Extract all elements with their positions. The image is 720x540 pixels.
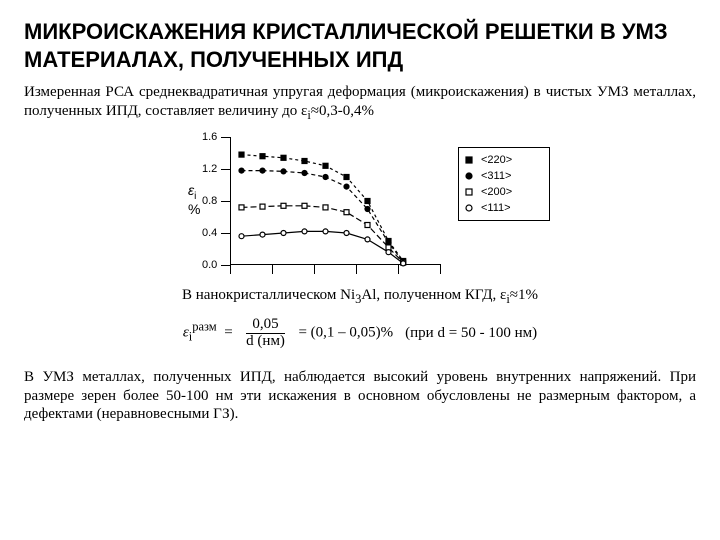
formula-lhs: εiразм = 0,05 d (нм) = (0,1 – 0,05)% (183, 317, 393, 350)
chart-container: εi% <220><311><200><111> 0.00.40.81.21.6 (24, 131, 696, 281)
legend: <220><311><200><111> (458, 147, 550, 221)
page-title: МИКРОИСКАЖЕНИЯ КРИСТАЛЛИЧЕСКОЙ РЕШЕТКИ В… (24, 18, 696, 73)
chart-caption: В нанокристаллическом Ni3Al, полученном … (24, 287, 696, 307)
formula-den: d (нм) (240, 334, 291, 350)
formula-eps-sup: разм (192, 320, 216, 334)
strain-chart: εi% <220><311><200><111> 0.00.40.81.21.6 (170, 131, 550, 281)
formula-condition: (при d = 50 - 100 нм) (405, 325, 537, 342)
intro-text-b: ≈0,3-0,4% (311, 103, 374, 119)
intro-paragraph: Измеренная РСА среднеквадратичная упруга… (24, 83, 696, 123)
y-axis-title: εi% (188, 183, 200, 216)
formula-num: 0,05 (246, 317, 284, 334)
formula: εiразм = 0,05 d (нм) = (0,1 – 0,05)% (пр… (24, 317, 696, 350)
footer-paragraph: В УМЗ металлах, полученных ИПД, наблюдае… (24, 368, 696, 424)
formula-fraction: 0,05 d (нм) (240, 317, 291, 350)
caption-a: В нанокристаллическом Ni (182, 287, 355, 303)
caption-c: ≈1% (510, 287, 538, 303)
caption-b: Al, полученном КГД, ε (361, 287, 506, 303)
formula-rhs: = (0,1 – 0,05)% (298, 325, 393, 341)
